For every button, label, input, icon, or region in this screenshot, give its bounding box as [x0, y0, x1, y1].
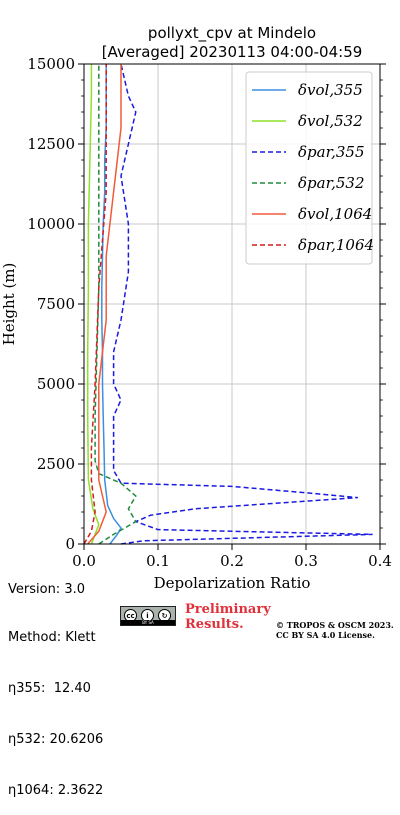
- y-tick-label: 0: [65, 535, 75, 553]
- legend-label: δvol,532: [298, 112, 363, 130]
- series-line: [94, 64, 137, 545]
- y-tick-label: 2500: [37, 455, 75, 473]
- method-text: Method: Klett: [8, 630, 96, 645]
- legend-label: δvol,1064: [298, 205, 372, 223]
- copyright-line2: CC BY SA 4.0 License.: [276, 630, 375, 640]
- legend-label: δpar,1064: [298, 236, 374, 254]
- preliminary-line2: Results.: [185, 617, 244, 632]
- y-tick-label: 10000: [27, 215, 75, 233]
- chart-title-line2: [Averaged] 20230113 04:00-04:59: [102, 43, 363, 61]
- series-line: [87, 64, 122, 545]
- series-line: [112, 63, 373, 545]
- x-tick-label: 0.3: [294, 552, 318, 570]
- legend-label: δpar,532: [298, 174, 365, 192]
- cc-sa-icon: ↻: [158, 609, 171, 622]
- legend: δvol,355 δvol,532 δpar,355 δpar,532 δvol,106…: [245, 71, 374, 265]
- legend-label: δpar,355: [298, 143, 365, 161]
- legend-box: [245, 71, 373, 265]
- depolarization-chart: pollyxt_cpv at Mindelo [Averaged] 202301…: [0, 24, 392, 592]
- cc-label: BY SA: [121, 620, 175, 625]
- eta355-text: η355: 12.40: [8, 681, 91, 696]
- y-tick-label: 7500: [37, 295, 75, 313]
- x-tick-label: 0.2: [220, 552, 244, 570]
- y-tick-label: 5000: [37, 375, 75, 393]
- y-axis-label: Height (m): [0, 263, 18, 346]
- x-tick-label: 0.4: [368, 552, 392, 570]
- version-text: Version: 3.0: [8, 582, 85, 597]
- chart-title-line1: pollyxt_cpv at Mindelo: [148, 24, 316, 43]
- info-block: Version: 3.0 Method: Klett η355: 12.40 η…: [8, 550, 103, 815]
- x-tick-label: 0.0: [72, 552, 96, 570]
- preliminary-note: Preliminary Results.: [185, 602, 271, 632]
- eta532-text: η532: 20.6206: [8, 732, 104, 747]
- y-tick-label: 15000: [27, 55, 75, 73]
- series-line: [83, 64, 107, 545]
- legend-label: δvol,355: [298, 81, 363, 99]
- copyright-note: © TROPOS & OSCM 2023. CC BY SA 4.0 Licen…: [276, 620, 394, 640]
- y-tick-label: 12500: [27, 135, 75, 153]
- copyright-line1: © TROPOS & OSCM 2023.: [276, 620, 394, 630]
- eta1064-text: η1064: 2.3622: [8, 783, 104, 798]
- cc-license-icon: cc i ↻ BY SA: [120, 606, 176, 626]
- x-axis-label: Depolarization Ratio: [154, 574, 311, 592]
- preliminary-line1: Preliminary: [185, 602, 271, 617]
- x-tick-label: 0.1: [146, 552, 170, 570]
- series-group: [83, 63, 373, 545]
- axis-ticks: 0.0 0.1 0.2 0.3 0.4 0 2500 5000 7500 10000 12500 15…: [27, 55, 392, 570]
